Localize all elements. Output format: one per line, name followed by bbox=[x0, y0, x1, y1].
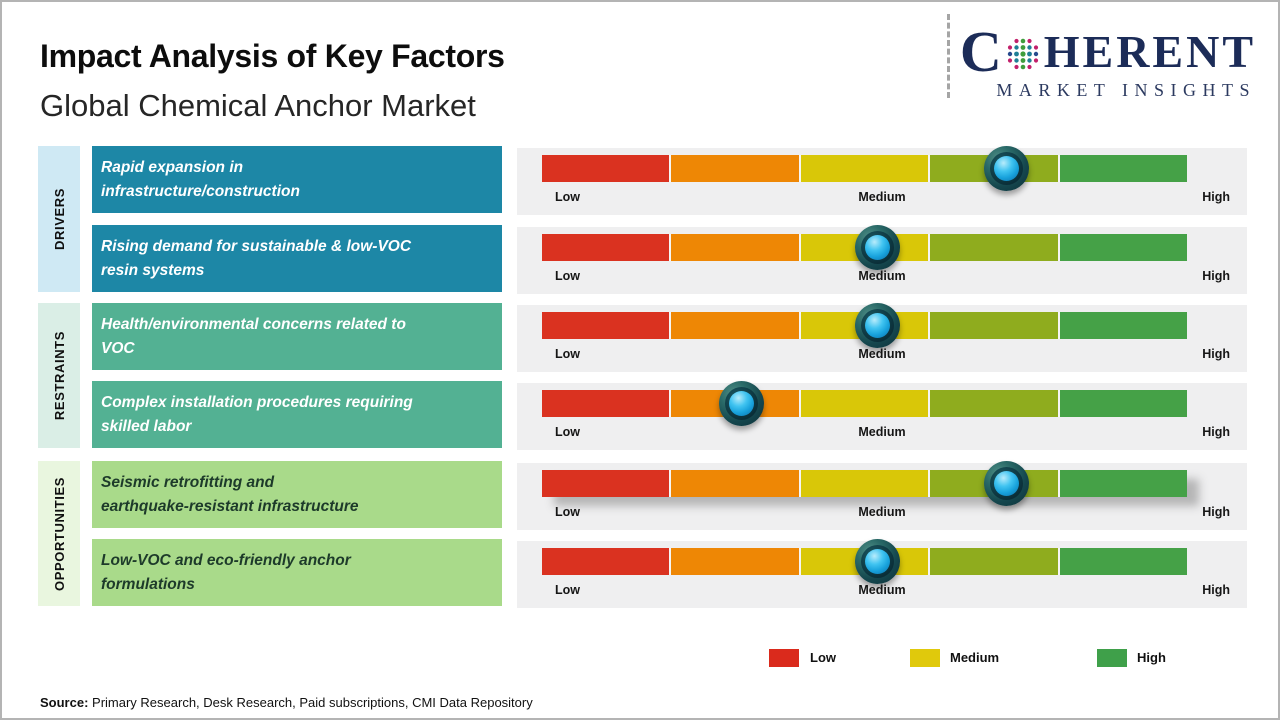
factor-box: Rapid expansion in infrastructure/constr… bbox=[92, 146, 502, 213]
factor-box: Complex installation procedures requirin… bbox=[92, 381, 502, 448]
impact-scale-panel: Low Medium High bbox=[517, 539, 1247, 608]
legend-swatch-low bbox=[769, 649, 799, 667]
group-strip-restraints: RESTRAINTS bbox=[38, 303, 80, 448]
group-strip-opportunities: OPPORTUNITIES bbox=[38, 461, 80, 606]
factor-box: Rising demand for sustainable & low-VOC … bbox=[92, 225, 502, 292]
source-prefix: Source: bbox=[40, 695, 89, 710]
scale-label-high: High bbox=[1202, 505, 1230, 519]
factor-text: Rapid expansion in infrastructure/constr… bbox=[101, 159, 300, 200]
scale-label-low: Low bbox=[555, 269, 580, 283]
impact-marker bbox=[983, 146, 1029, 191]
logo-letters-herent: HERENT bbox=[1043, 26, 1256, 77]
factor-text: Rising demand for sustainable & low-VOC … bbox=[101, 238, 412, 279]
factor-text: Complex installation procedures requirin… bbox=[101, 394, 413, 435]
group-strip-drivers: DRIVERS bbox=[38, 146, 80, 292]
company-logo: C HERENT MARKET INSIGHTS bbox=[956, 19, 1256, 101]
legend: Low Medium High bbox=[742, 647, 1212, 669]
scale-label-medium: Medium bbox=[858, 425, 906, 439]
scale-label-high: High bbox=[1202, 347, 1230, 361]
scale-label-medium: Medium bbox=[858, 505, 906, 519]
page-subtitle: Global Chemical Anchor Market bbox=[40, 88, 476, 123]
scale-label-low: Low bbox=[555, 190, 580, 204]
scale-label-low: Low bbox=[555, 425, 580, 439]
scale-label-medium: Medium bbox=[858, 269, 906, 283]
factor-text: Health/environmental concerns related to… bbox=[101, 316, 406, 357]
legend-swatch-high bbox=[1097, 649, 1127, 667]
legend-label-high: High bbox=[1137, 650, 1166, 665]
impact-scale-bar bbox=[542, 390, 1188, 417]
impact-scale-panel: Low Medium High bbox=[517, 225, 1247, 294]
impact-scale-panel: Low Medium High bbox=[517, 303, 1247, 372]
impact-scale-bar bbox=[542, 234, 1188, 261]
scale-label-high: High bbox=[1202, 583, 1230, 597]
impact-marker bbox=[983, 461, 1029, 506]
logo-letter-c: C bbox=[959, 19, 1002, 84]
impact-marker bbox=[854, 539, 900, 584]
source-text: Primary Research, Desk Research, Paid su… bbox=[88, 695, 533, 710]
globe-dots-icon bbox=[1007, 38, 1038, 70]
legend-label-medium: Medium bbox=[950, 650, 1000, 665]
scale-label-high: High bbox=[1202, 425, 1230, 439]
factor-box: Low-VOC and eco-friendly anchor formulat… bbox=[92, 539, 502, 606]
impact-scale-bar bbox=[542, 470, 1188, 497]
impact-scale-panel: Low Medium High bbox=[517, 381, 1247, 450]
impact-row: Seismic retrofitting and earthquake-resi… bbox=[2, 461, 1278, 530]
impact-scale-panel: Low Medium High bbox=[517, 146, 1247, 215]
impact-row: Low-VOC and eco-friendly anchor formulat… bbox=[2, 539, 1278, 608]
impact-scale-bar bbox=[542, 312, 1188, 339]
scale-label-high: High bbox=[1202, 190, 1230, 204]
logo-tagline: MARKET INSIGHTS bbox=[996, 80, 1256, 100]
logo-wordmark: C HERENT bbox=[956, 19, 1256, 84]
impact-row: Rapid expansion in infrastructure/constr… bbox=[2, 146, 1278, 215]
source-note: Source: Primary Research, Desk Research,… bbox=[40, 695, 533, 710]
impact-marker bbox=[854, 303, 900, 348]
factor-box: Seismic retrofitting and earthquake-resi… bbox=[92, 461, 502, 528]
scale-label-medium: Medium bbox=[858, 347, 906, 361]
factor-text: Low-VOC and eco-friendly anchor formulat… bbox=[101, 552, 351, 593]
factor-text: Seismic retrofitting and earthquake-resi… bbox=[101, 474, 359, 515]
scale-label-low: Low bbox=[555, 583, 580, 597]
impact-scale-bar bbox=[542, 155, 1188, 182]
legend-label-low: Low bbox=[810, 650, 836, 665]
factor-box: Health/environmental concerns related to… bbox=[92, 303, 502, 370]
impact-marker bbox=[719, 381, 765, 426]
scale-label-high: High bbox=[1202, 269, 1230, 283]
impact-scale-bar bbox=[542, 548, 1188, 575]
scale-label-low: Low bbox=[555, 505, 580, 519]
impact-scale-panel: Low Medium High bbox=[517, 461, 1247, 530]
impact-row: Rising demand for sustainable & low-VOC … bbox=[2, 225, 1278, 294]
logo-divider-dashed-line bbox=[947, 14, 950, 98]
impact-row: Health/environmental concerns related to… bbox=[2, 303, 1278, 372]
legend-swatch-medium bbox=[910, 649, 940, 667]
scale-label-low: Low bbox=[555, 347, 580, 361]
scale-label-medium: Medium bbox=[858, 190, 906, 204]
impact-marker bbox=[854, 225, 900, 270]
scale-label-medium: Medium bbox=[858, 583, 906, 597]
impact-row: Complex installation procedures requirin… bbox=[2, 381, 1278, 450]
page-title: Impact Analysis of Key Factors bbox=[40, 38, 505, 74]
